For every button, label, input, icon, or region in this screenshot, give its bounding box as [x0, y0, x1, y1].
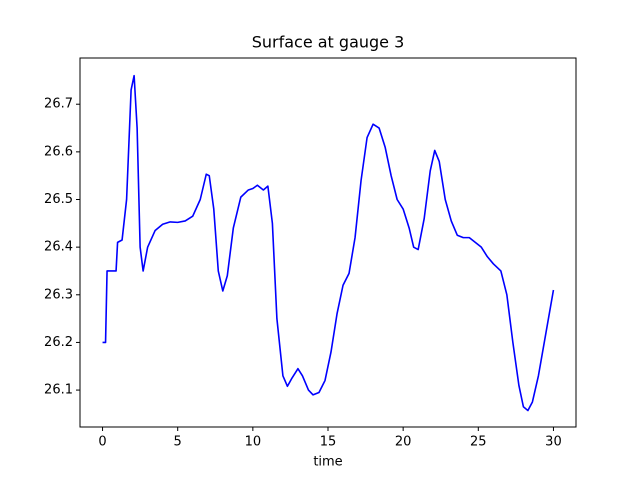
axes-frame: [79, 57, 577, 428]
x-tick-label: 0: [98, 435, 106, 450]
chart-title: Surface at gauge 3: [252, 33, 405, 52]
x-tick-label: 25: [470, 435, 487, 450]
x-tick-label: 10: [245, 435, 262, 450]
y-tick-label: 26.2: [44, 335, 73, 350]
x-tick-label: 30: [545, 435, 562, 450]
x-tick-label: 15: [320, 435, 337, 450]
y-tick-label: 26.4: [44, 240, 73, 255]
y-tick-label: 26.7: [44, 97, 73, 112]
x-tick-label: 20: [395, 435, 412, 450]
y-tick-label: 26.5: [44, 192, 73, 207]
y-tick-label: 26.6: [44, 144, 73, 159]
y-tick-label: 26.3: [44, 287, 73, 302]
x-axis-label: time: [313, 455, 342, 470]
y-tick-label: 26.1: [44, 383, 73, 398]
data-line: [102, 74, 555, 412]
x-tick-label: 5: [174, 435, 182, 450]
